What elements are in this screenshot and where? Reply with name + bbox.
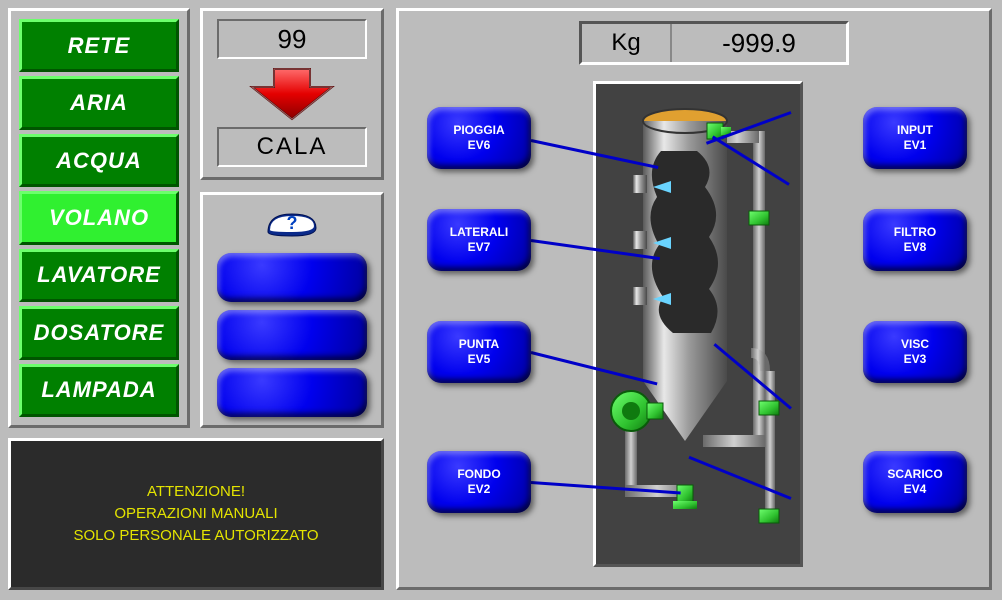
kg-display: Kg -999.9 (579, 21, 849, 65)
sidebar-item-lavatore[interactable]: LAVATORE (19, 249, 179, 302)
midsec-panel: ? (200, 192, 384, 428)
valve-ev: EV6 (468, 138, 491, 153)
valve-fondo-button[interactable]: FONDO EV2 (427, 451, 531, 513)
fitting-filtro (749, 211, 769, 225)
sidebar-item-rete[interactable]: RETE (19, 19, 179, 72)
help-button[interactable]: ? (211, 203, 373, 245)
valve-ev: EV2 (468, 482, 491, 497)
warning-line1: ATTENZIONE! (147, 481, 245, 503)
sidebar: RETE ARIA ACQUA VOLANO LAVATORE DOSATORE… (8, 8, 190, 428)
kg-value: -999.9 (672, 24, 846, 62)
cala-display: CALA (217, 127, 367, 167)
mid-blue-button-3[interactable] (217, 368, 367, 417)
valve-ev: EV5 (468, 352, 491, 367)
down-arrow-icon (248, 63, 336, 123)
valve-ev: EV3 (904, 352, 927, 367)
valve-laterali-button[interactable]: LATERALI EV7 (427, 209, 531, 271)
valve-label: PIOGGIA (453, 123, 504, 138)
midtop-panel: 99 CALA (200, 8, 384, 180)
valve-pioggia-button[interactable]: PIOGGIA EV6 (427, 107, 531, 169)
svg-text:?: ? (287, 213, 298, 233)
valve-ev: EV7 (468, 240, 491, 255)
warning-panel: ATTENZIONE! OPERAZIONI MANUALI SOLO PERS… (8, 438, 384, 590)
sidebar-item-aria[interactable]: ARIA (19, 76, 179, 129)
valve-label: LATERALI (450, 225, 508, 240)
valve-label: VISC (901, 337, 929, 352)
kg-label: Kg (582, 24, 672, 62)
valve-label: FONDO (457, 467, 500, 482)
valve-label: PUNTA (459, 337, 499, 352)
sidebar-item-volano[interactable]: VOLANO (19, 191, 179, 244)
valve-punta-button[interactable]: PUNTA EV5 (427, 321, 531, 383)
valve-filtro-button[interactable]: FILTRO EV8 (863, 209, 967, 271)
valve-label: FILTRO (894, 225, 936, 240)
fitting-scarico (673, 485, 697, 509)
sidebar-item-lampada[interactable]: LAMPADA (19, 364, 179, 417)
sidebar-item-acqua[interactable]: ACQUA (19, 134, 179, 187)
valve-scarico-button[interactable]: SCARICO EV4 (863, 451, 967, 513)
mid-blue-button-2[interactable] (217, 310, 367, 359)
fitting-visc (759, 401, 779, 415)
valve-ev: EV4 (904, 482, 927, 497)
valve-ev: EV8 (904, 240, 927, 255)
warning-line2: OPERAZIONI MANUALI (114, 503, 277, 525)
valve-input-button[interactable]: INPUT EV1 (863, 107, 967, 169)
fitting-bottom-right (759, 509, 779, 523)
sidebar-item-dosatore[interactable]: DOSATORE (19, 306, 179, 359)
valve-label: INPUT (897, 123, 933, 138)
valve-ev: EV1 (904, 138, 927, 153)
main-panel: Kg -999.9 (396, 8, 992, 590)
warning-line3: SOLO PERSONALE AUTORIZZATO (73, 525, 318, 547)
mid-blue-button-1[interactable] (217, 253, 367, 302)
number-display: 99 (217, 19, 367, 59)
valve-visc-button[interactable]: VISC EV3 (863, 321, 967, 383)
valve-label: SCARICO (887, 467, 942, 482)
